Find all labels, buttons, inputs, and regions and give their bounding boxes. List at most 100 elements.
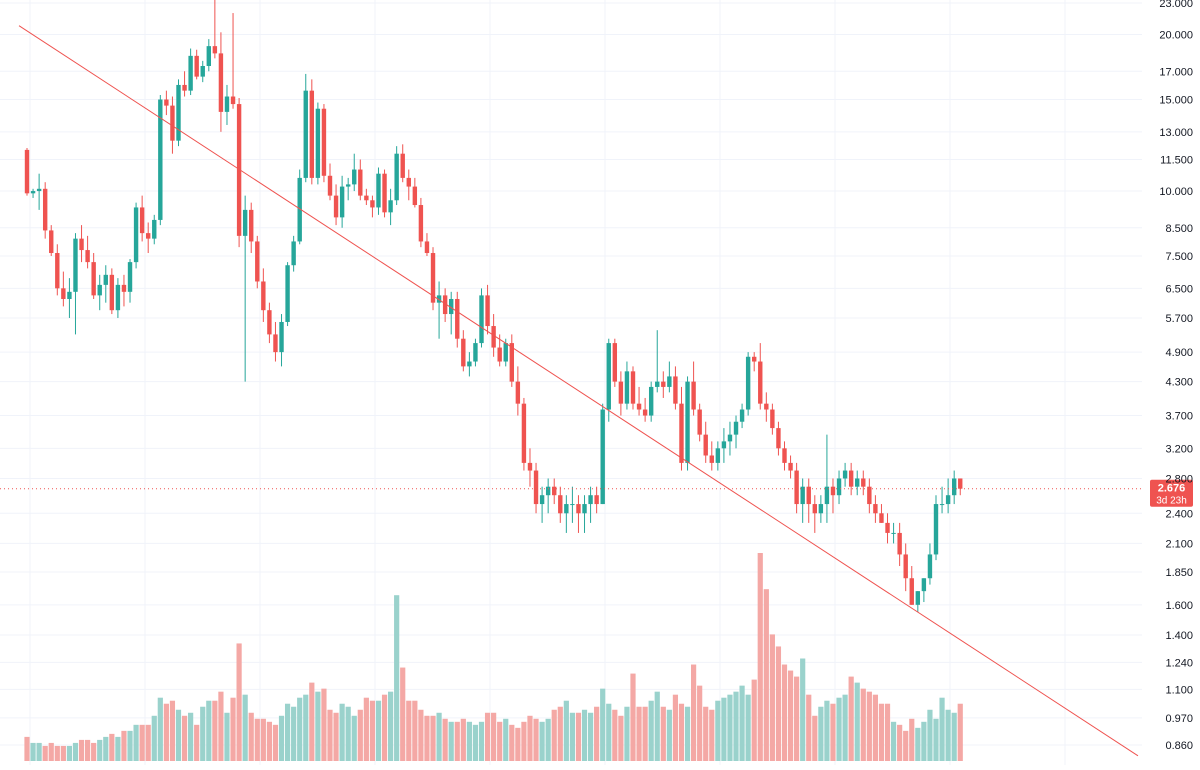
volume-bar [733, 691, 739, 761]
candle-body [764, 403, 769, 410]
candle-body [558, 495, 563, 514]
candle-body [339, 186, 345, 218]
volume-bar [739, 685, 745, 761]
volume-bar [775, 646, 782, 761]
candle-body [788, 462, 793, 471]
candle-body [127, 262, 133, 292]
candle-body [376, 173, 381, 208]
candle-body [345, 184, 351, 187]
volume-bar [303, 694, 309, 761]
candle-body [570, 504, 575, 506]
volume-bar [109, 733, 115, 761]
volume-bar [206, 700, 212, 761]
candle-body [624, 371, 630, 404]
candle-body [218, 53, 224, 112]
volume-bar [551, 709, 557, 761]
candle-body [939, 504, 945, 506]
volume-bar [860, 688, 866, 761]
candle-body [933, 504, 939, 555]
volume-bar [800, 658, 806, 761]
candle-body [527, 462, 533, 471]
volume-bar [400, 667, 406, 761]
candle-body [261, 281, 266, 311]
volume-bar [472, 724, 479, 761]
volume-bar [454, 721, 460, 761]
candle-body [545, 486, 551, 496]
candle-body [661, 381, 666, 387]
volume-bar [769, 634, 775, 761]
volume-bar [624, 706, 630, 761]
candle-body [67, 291, 72, 299]
candle-body [91, 262, 96, 296]
candle-body [485, 295, 490, 327]
volume-bar [836, 697, 842, 761]
candle-body [709, 455, 714, 463]
candle-body [412, 186, 418, 206]
candle-body [697, 409, 702, 435]
volume-bar [909, 718, 915, 761]
candle-body [812, 504, 817, 514]
volume-bar [224, 712, 230, 761]
volume-bar [121, 730, 127, 761]
volume-bar [806, 694, 812, 761]
candle-body [648, 386, 654, 416]
candle-body [430, 253, 436, 303]
y-tick-label: 4.900 [1165, 347, 1193, 359]
volume-bar [169, 700, 176, 761]
price-axis[interactable]: 23.000 20.000 17.000 15.000 13.000 11.500 10.0… [1159, 0, 1193, 752]
volume-bar [951, 712, 957, 761]
volume-bar [175, 709, 182, 761]
volume-bar [830, 703, 836, 761]
volume-bar [763, 589, 769, 761]
volume-bar [212, 700, 218, 761]
candle-body [758, 361, 763, 404]
candle-body [509, 343, 514, 382]
candle-body [951, 478, 957, 496]
volume-bar [757, 553, 763, 761]
candle-body [418, 205, 424, 242]
y-tick-label: 3.700 [1165, 411, 1193, 423]
volume-bar [872, 694, 878, 761]
volume-bar [115, 736, 121, 761]
candle-body [733, 421, 739, 435]
volume-bar [97, 739, 103, 761]
candle-body [224, 96, 230, 112]
volume-bar [278, 715, 285, 761]
candle-body [236, 104, 242, 236]
candle-body [315, 108, 321, 178]
volume-bar [600, 688, 606, 761]
candle-body [715, 448, 721, 463]
volume-bar [30, 742, 36, 761]
volume-bar [794, 676, 800, 761]
candle-body [146, 233, 151, 239]
candle-body [249, 209, 254, 242]
candle-body [600, 409, 605, 505]
volume-bar [24, 736, 30, 761]
candle-body [285, 265, 290, 322]
volume-bar [636, 706, 642, 761]
candle-body [139, 207, 145, 234]
candle-body [636, 403, 642, 410]
candle-body [830, 486, 836, 496]
volume-bar [460, 718, 466, 761]
candle-body [927, 554, 933, 579]
volume-bar [291, 706, 297, 761]
volume-bar [666, 709, 672, 761]
volume-bar [497, 721, 503, 761]
candle-body [406, 177, 411, 187]
candle-body [461, 338, 466, 367]
volume-bar [230, 697, 236, 761]
y-tick-label: 3.200 [1165, 443, 1193, 455]
candle-body [85, 250, 90, 263]
volume-bar [945, 709, 951, 761]
candle-body [921, 578, 927, 592]
volume-bar [606, 703, 612, 761]
y-tick-label: 8.500 [1165, 223, 1193, 235]
candle-body [42, 188, 48, 231]
candle-body [170, 105, 175, 141]
candle-body [388, 200, 393, 213]
candle-body [321, 108, 327, 176]
volume-bar [363, 697, 369, 761]
